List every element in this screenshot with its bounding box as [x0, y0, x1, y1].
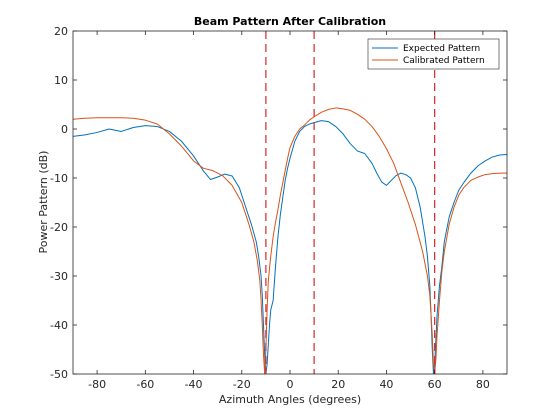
- y-tick-label: 20: [54, 25, 68, 38]
- plot-area: -80 -60 -40 -20 0 20 40 60 80 -50 -40 -30 -20 -10 0 10 2…: [50, 25, 508, 391]
- y-axis-label: Power Pattern (dB): [37, 151, 50, 254]
- x-tick-label: 80: [476, 378, 490, 391]
- legend-entry-label: Calibrated Pattern: [403, 56, 485, 66]
- axes-background: [73, 31, 507, 374]
- y-tick-label: 0: [61, 123, 68, 136]
- x-tick-label: 40: [379, 378, 393, 391]
- x-tick-label: -40: [185, 378, 203, 391]
- y-tick-label: -50: [50, 368, 68, 381]
- y-tick-label: -20: [50, 221, 68, 234]
- y-tick-label: 10: [54, 74, 68, 87]
- legend-entry-label: Expected Pattern: [403, 44, 480, 54]
- x-tick-label: -20: [233, 378, 251, 391]
- x-tick-label: -80: [88, 378, 106, 391]
- x-tick-label: -60: [136, 378, 154, 391]
- data-layer: [73, 31, 507, 374]
- legend-box: [367, 38, 500, 70]
- series-line-calibrated-pattern: [73, 107, 507, 374]
- y-tick-label: -40: [50, 319, 68, 332]
- legend: Expected Pattern Calibrated Pattern: [367, 38, 500, 70]
- x-axis-label: Azimuth Angles (degrees): [219, 393, 361, 406]
- x-tick-label: 60: [428, 378, 442, 391]
- y-tick-label: -30: [50, 270, 68, 283]
- x-tick-label: 0: [287, 378, 294, 391]
- x-tick-label: 20: [331, 378, 345, 391]
- y-tick-label: -10: [50, 172, 68, 185]
- chart-title: Beam Pattern After Calibration: [194, 15, 386, 28]
